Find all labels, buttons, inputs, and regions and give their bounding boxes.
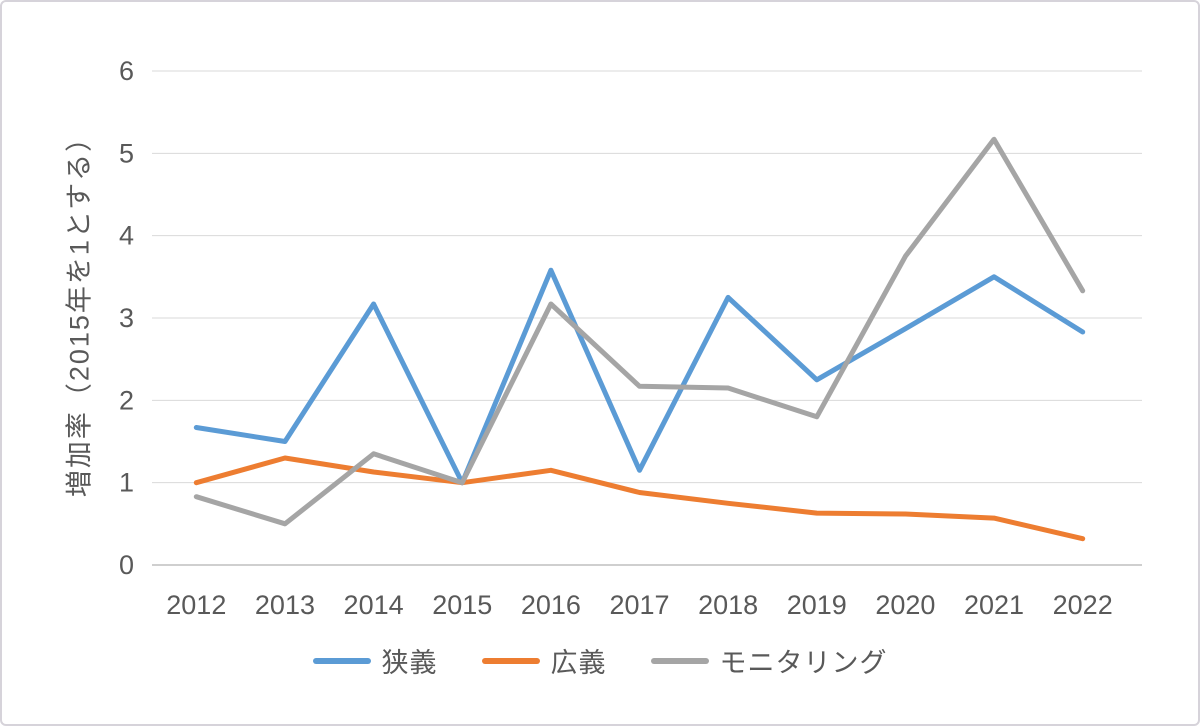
y-tick-label: 5 [119,138,134,168]
x-tick-label: 2017 [609,590,669,620]
y-tick-label: 6 [119,56,134,86]
y-tick-label: 3 [119,303,134,333]
x-tick-label: 2021 [964,590,1024,620]
series-line [193,455,1086,542]
series-line [193,136,1086,527]
legend-swatch-line-icon [312,657,371,664]
x-tick-label: 2012 [166,590,226,620]
legend-item: モニタリング [650,641,888,680]
x-tick-label: 2018 [698,590,758,620]
legend-label: モニタリング [719,648,888,678]
legend-label: 広義 [550,648,607,678]
x-tick-label: 2019 [787,590,847,620]
x-tick-label: 2014 [344,590,404,620]
legend: 狭義 広義 モニタリング [2,641,1198,680]
x-tick-label: 2020 [875,590,935,620]
legend-item: 狭義 [312,641,438,680]
y-axis-title: 増加率（2015年を1とする） [64,122,95,498]
y-tick-label: 0 [119,550,134,580]
legend-swatch-line-icon [650,657,709,664]
legend-label: 狭義 [381,648,438,678]
x-tick-label: 2022 [1053,590,1113,620]
legend-swatch-line-icon [481,657,540,664]
x-tick-label: 2016 [521,590,581,620]
series-line [193,267,1086,486]
y-tick-label: 1 [119,468,134,498]
legend-item: 広義 [481,641,607,680]
y-tick-label: 2 [119,385,134,415]
x-tick-label: 2015 [432,590,492,620]
x-tick-label: 2013 [255,590,315,620]
y-tick-label: 4 [119,221,134,251]
